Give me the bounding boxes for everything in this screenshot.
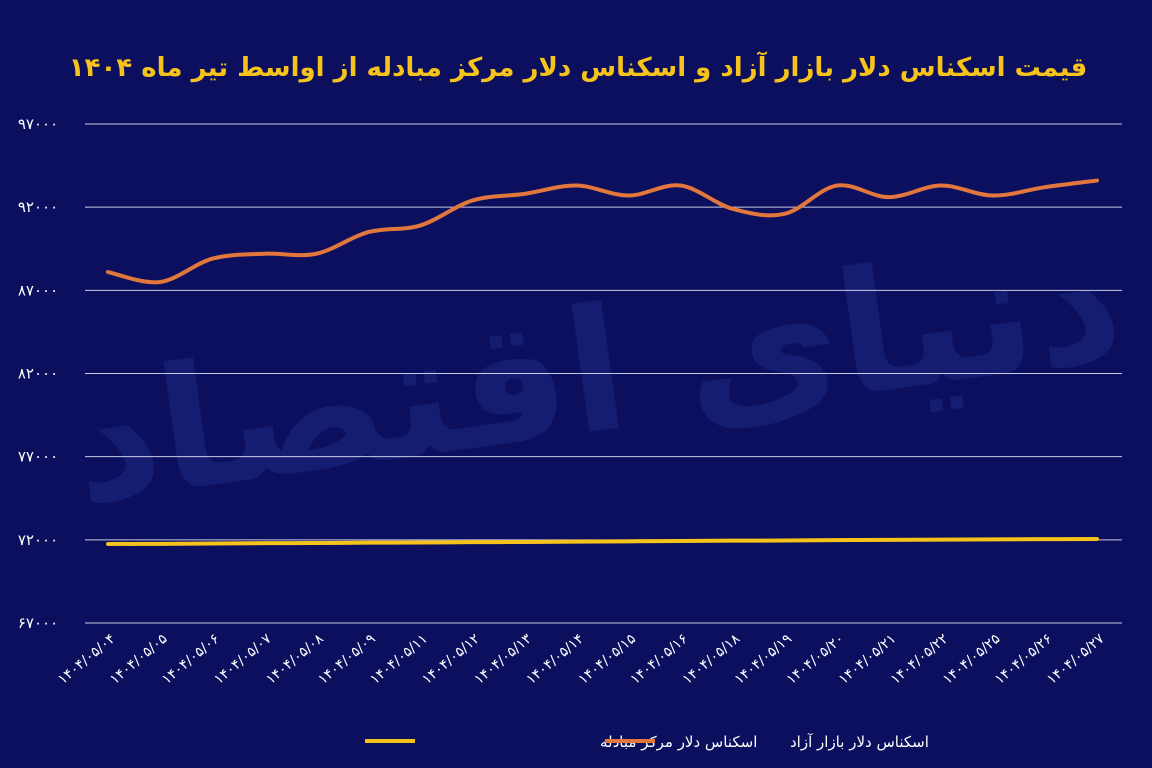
y-tick-label: ۷۷۰۰۰	[18, 448, 58, 466]
y-tick-label: ۸۷۰۰۰	[18, 281, 58, 299]
legend: اسکناس دلار مرکز مبادله اسکناس دلار بازار…	[365, 733, 929, 751]
y-tick-label: ۶۷۰۰۰	[18, 614, 58, 632]
y-tick-label: ۹۷۰۰۰	[18, 115, 58, 133]
series-line-1	[106, 178, 1099, 285]
gridlines	[85, 123, 1122, 624]
x-tick-label: ۱۴۰۴/۰۵/۲۷	[1044, 631, 1108, 688]
series-line-0	[106, 537, 1099, 546]
legend-label: اسکناس دلار بازار آزاد	[790, 733, 929, 751]
x-axis: ۱۴۰۴/۰۵/۰۴۱۴۰۴/۰۵/۰۵۱۴۰۴/۰۵/۰۶۱۴۰۴/۰۵/۰۷…	[55, 631, 1108, 688]
y-tick-label: ۷۲۰۰۰	[18, 531, 58, 549]
chart-title: قیمت اسکناس دلار بازار آزاد و اسکناس دلا…	[69, 51, 1087, 83]
legend-label: اسکناس دلار مرکز مبادله	[600, 733, 757, 751]
y-tick-label: ۹۲۰۰۰	[18, 198, 58, 216]
y-axis: ۹۷۰۰۰ ۹۲۰۰۰ ۸۷۰۰۰ ۸۲۰۰۰ ۷۷۰۰۰ ۷۲۰۰۰ ۶۷۰۰۰	[18, 115, 58, 632]
y-tick-label: ۸۲۰۰۰	[18, 365, 58, 383]
series-lines	[106, 178, 1099, 546]
watermark-logo: دنیای اقتصاد	[59, 201, 1133, 544]
